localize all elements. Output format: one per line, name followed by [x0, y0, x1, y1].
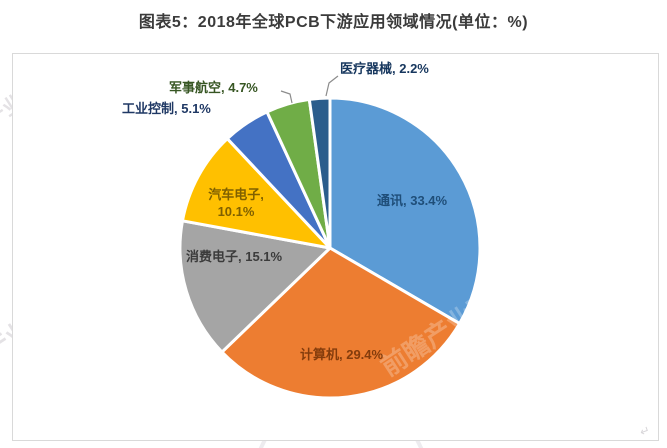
label-consumer-electronics: 消费电子, 15.1%	[186, 249, 283, 264]
label-medical-devices: 医疗器械, 2.2%	[340, 61, 429, 76]
pie-slices	[178, 96, 482, 400]
label-military-aerospace: 军事航空, 4.7%	[169, 80, 258, 95]
label-automotive-electronics-line2: 10.1%	[217, 203, 255, 219]
label-industrial-control: 工业控制, 5.1%	[122, 101, 211, 116]
label-computers: 计算机, 29.4%	[300, 347, 384, 362]
pie-slice-communications	[328, 96, 482, 326]
label-communications: 通讯, 33.4%	[377, 193, 448, 208]
pie-slice-medical-devices	[307, 96, 332, 250]
leader-line-military-aerospace	[280, 90, 293, 104]
pie-slice-consumer-electronics	[178, 219, 332, 354]
leader-line-medical-devices	[325, 75, 339, 97]
chart-title: 图表5：2018年全球PCB下游应用领域情况(单位：%)	[138, 14, 529, 31]
pie-slice-automotive-electronics	[180, 137, 332, 250]
label-automotive-electronics: 汽车电子, 10.1%	[190, 187, 282, 221]
pie-slice-computers	[220, 246, 462, 400]
label-automotive-electronics-line1: 汽车电子,	[208, 187, 264, 202]
